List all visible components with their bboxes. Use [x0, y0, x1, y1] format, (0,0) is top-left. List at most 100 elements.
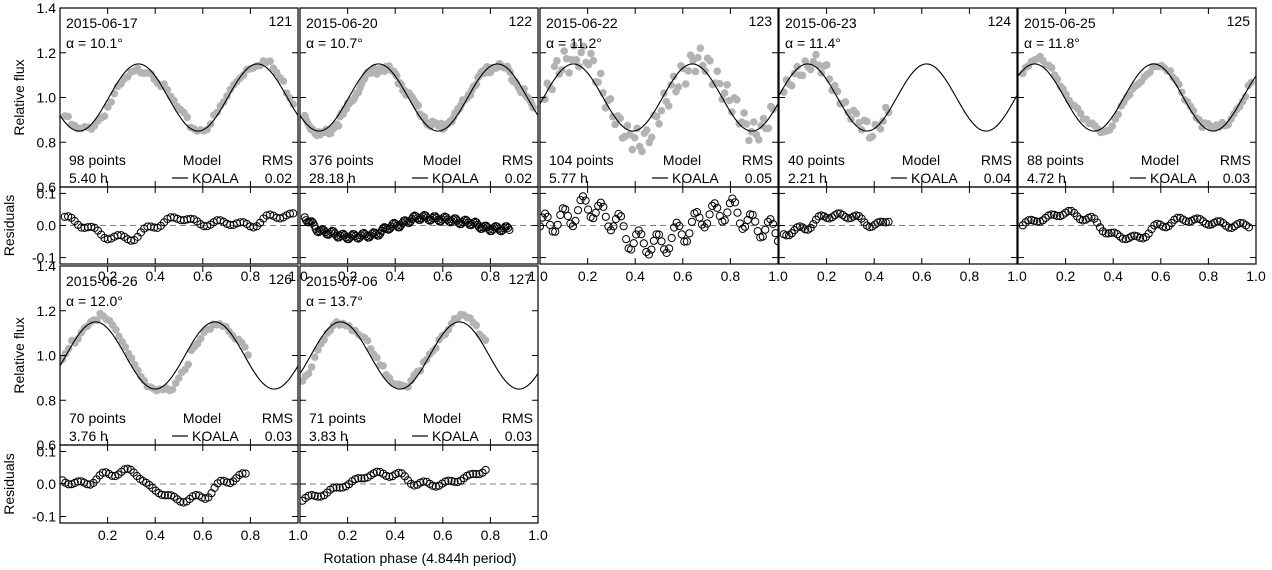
residual-point — [1113, 230, 1122, 239]
residual-point — [176, 216, 185, 225]
x-axis-label: Rotation phase (4.844h period) — [323, 550, 516, 566]
flux-tick-label: 1.0 — [37, 348, 57, 364]
residual-point — [332, 483, 341, 492]
residual-points — [60, 464, 250, 507]
residual-point — [662, 248, 671, 257]
observed-point — [127, 354, 136, 363]
residual-point — [763, 217, 773, 226]
panel-123: 0.2 0.4 0.6 0.8 1.0 2015-06-22 α = 11.2° 123 104… — [539, 7, 788, 284]
observed-point — [643, 126, 651, 134]
observed-point — [664, 102, 673, 110]
x-tick-label: 0.6 — [193, 268, 213, 284]
residual-point — [126, 236, 136, 245]
residual-points — [540, 192, 778, 259]
observed-point — [100, 112, 109, 120]
residual-point — [1101, 229, 1110, 238]
residual-point — [335, 483, 344, 492]
observed-point — [798, 71, 807, 80]
residual-point — [357, 474, 366, 483]
observed-point — [307, 363, 316, 371]
residual-point — [318, 225, 327, 234]
residual-point — [1033, 217, 1042, 226]
residual-point — [472, 218, 481, 227]
residual-points — [60, 209, 298, 245]
observed-point — [320, 335, 328, 344]
residual-point — [481, 465, 490, 475]
residual-point — [410, 211, 419, 220]
observed-point — [550, 62, 559, 71]
resid-tick-label: 0.1 — [37, 444, 57, 460]
residual-point — [803, 225, 813, 234]
residual-points — [779, 209, 893, 240]
x-tick-label: 0.8 — [241, 527, 261, 543]
observed-point — [691, 67, 700, 76]
panel-phase-angle: α = 11.8° — [1024, 35, 1080, 51]
panel-duration: 28.18 h — [309, 170, 356, 186]
residual-point — [289, 209, 298, 218]
legend-model-name: KOALA — [432, 428, 479, 444]
residual-point — [642, 247, 651, 257]
observed-point — [812, 50, 820, 59]
residual-point — [876, 217, 885, 226]
residual-point — [854, 212, 864, 221]
residual-point — [447, 476, 456, 486]
residual-point — [1047, 210, 1056, 219]
residual-point — [563, 211, 573, 221]
panel-date: 2015-06-22 — [546, 15, 618, 31]
x-tick-label: 0.2 — [338, 268, 358, 284]
residual-point — [341, 233, 351, 242]
x-tick-label: 1.0 — [1246, 268, 1266, 284]
residual-point — [285, 209, 294, 218]
panel-duration: 5.77 h — [549, 170, 588, 186]
residual-point — [466, 470, 475, 479]
residual-point — [743, 215, 752, 225]
x-tick-label: 1.0 — [288, 527, 308, 543]
legend-model-name: KOALA — [192, 428, 239, 444]
model-curve — [1018, 63, 1256, 132]
residual-point — [469, 469, 478, 478]
observed-point — [130, 360, 139, 369]
panel-point-count: 70 points — [69, 410, 126, 426]
residual-point — [703, 219, 712, 228]
residual-point — [468, 220, 477, 229]
observed-point — [764, 124, 773, 133]
residual-point — [441, 477, 450, 486]
observed-point — [279, 77, 288, 85]
panel-phase-angle: α = 13.7° — [306, 293, 363, 309]
observed-point — [472, 321, 481, 330]
residual-point — [98, 468, 107, 477]
residual-point — [108, 471, 117, 480]
residual-point — [1038, 216, 1047, 225]
observed-point — [565, 69, 573, 77]
residual-point — [1024, 216, 1033, 225]
panel-date: 2015-07-06 — [306, 273, 378, 289]
x-tick-label: 0.8 — [481, 527, 501, 543]
residual-point — [1213, 217, 1222, 226]
observed-point — [379, 362, 387, 370]
x-tick-label: 0.4 — [145, 527, 165, 543]
residual-point — [60, 212, 69, 221]
observed-point — [520, 85, 528, 93]
observed-point — [64, 112, 72, 121]
residual-point — [629, 239, 638, 248]
observed-point — [868, 132, 877, 141]
residual-point — [238, 469, 247, 478]
residual-point — [313, 492, 322, 501]
residual-point — [440, 212, 449, 221]
residual-point — [695, 213, 704, 222]
panel-point-count: 88 points — [1027, 152, 1084, 168]
residual-axis-label: Residuals — [1, 195, 17, 256]
observed-point — [1126, 90, 1134, 99]
observed-point — [716, 79, 724, 88]
residual-point — [1064, 206, 1073, 216]
observed-point — [601, 104, 610, 112]
x-tick-label: 0.6 — [1151, 268, 1171, 284]
residual-point — [715, 211, 724, 221]
x-tick-label: 1.0 — [1007, 268, 1027, 284]
legend-model-header: Model — [423, 152, 461, 168]
residual-point — [329, 227, 338, 236]
residual-point — [222, 219, 232, 228]
observed-point — [314, 346, 322, 354]
residual-point — [450, 477, 459, 486]
observed-point — [750, 118, 758, 126]
